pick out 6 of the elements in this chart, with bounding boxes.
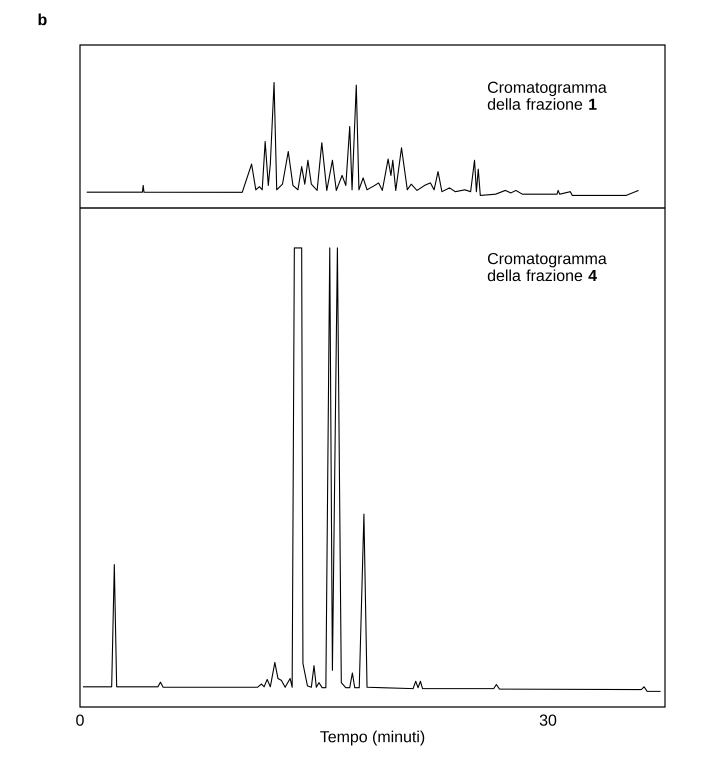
x-axis-title: Tempo (minuti) [320, 730, 424, 746]
x-tick-label: 0 [76, 714, 84, 726]
x-tick-label: 30 [540, 714, 556, 726]
chart-title: Cromatogramma della frazione 1 [488, 82, 607, 110]
text: b [38, 14, 47, 26]
text: Cromatogramma della frazione 4 [488, 252, 607, 282]
